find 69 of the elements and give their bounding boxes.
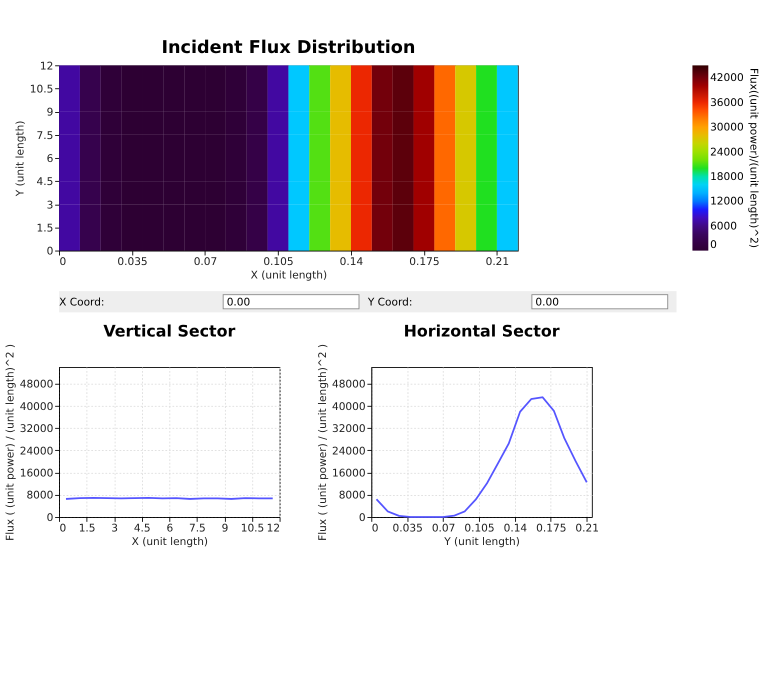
y-axis-title: Flux ( (unit power) / (unit length)^2 ) [316,344,329,541]
color-bar-title: Flux((unit power)/(unit length)^2) [748,68,760,248]
y-tick-label: 48000 [332,378,366,391]
x-tick-label: 9 [222,522,228,535]
chart-title: Vertical Sector [103,321,236,340]
color-bar-label: 12000 [710,196,744,208]
y-tick-label: 6 [46,152,54,165]
color-bar-label: 24000 [710,146,744,158]
x-axis-title: X (unit length) [132,536,208,548]
x-tick-label: 0.14 [504,522,528,535]
y-tick-label: 24000 [20,445,54,458]
x-tick-label: 0.035 [392,522,423,535]
x-axis-title: Y (unit length) [443,536,520,548]
x-axis-title: X (unit length) [250,269,328,282]
color-bar-label: 6000 [710,220,738,232]
chart-title: Horizontal Sector [404,321,560,340]
color-bar-label: 36000 [710,96,744,109]
y-tick-label: 8000 [26,490,54,502]
x-tick-label: 0 [60,522,67,535]
x-tick-label: 1.5 [78,522,96,535]
y-tick-label: 0 [46,246,54,258]
y-tick-label: 4.5 [36,176,54,188]
x-tick-label: 0.21 [575,522,599,535]
chart-title: Incident Flux Distribution [161,38,416,58]
x-tick-label: 7.5 [188,522,206,535]
x-tick-label: 0.21 [486,256,510,268]
y-tick-label: 8000 [338,490,366,502]
x-tick-label: 0.07 [194,256,218,268]
y-tick-label: 40000 [332,400,366,413]
x-tick-label: 0.105 [464,522,495,535]
y-tick-label: 9 [46,106,54,119]
x-tick-label: 0.175 [409,256,440,268]
x-tick-label: 3 [111,522,118,535]
color-bar-label: 18000 [710,171,744,184]
text: 0.00 [535,296,560,308]
color-bar-label: 30000 [710,122,744,134]
x-tick-label: 12 [266,522,280,535]
x-tick-label: 10.5 [240,522,264,535]
y-tick-label: 24000 [332,445,366,458]
y-axis-title: Flux ( (unit power) / (unit length)^2 ) [4,344,17,541]
y-tick-label: 48000 [20,378,54,391]
y-tick-label: 32000 [332,423,366,436]
text: 0.00 [226,296,251,308]
y-tick-label: 32000 [20,423,54,436]
y-tick-label: 10.5 [30,83,54,96]
text: Y Coord: [366,296,412,308]
x-tick-label: 0.035 [117,256,148,268]
line-series [376,396,588,518]
y-tick-label: 12 [40,60,54,72]
text: X Coord: [59,296,104,308]
y-tick-label: 0 [358,512,366,524]
x-tick-label: 0 [372,522,379,535]
x-tick-label: 0 [60,256,67,268]
x-tick-label: 4.5 [134,522,151,535]
y-tick-label: 7.5 [36,130,54,142]
x-tick-label: 6 [166,522,174,535]
x-tick-label: 0.07 [432,522,456,535]
y-axis-title: Y (unit length) [14,120,27,198]
color-bar-label: 42000 [710,72,744,84]
x-tick-label: 0.14 [340,256,364,268]
color-bar-label: 0 [710,238,718,251]
y-tick-label: 40000 [20,400,54,413]
y-tick-label: 3 [46,199,54,212]
y-tick-label: 16000 [20,468,54,480]
y-tick-label: 0 [46,512,54,524]
x-tick-label: 0.175 [536,522,566,535]
x-tick-label: 0.105 [263,256,294,268]
y-tick-label: 1.5 [36,222,54,234]
y-tick-label: 16000 [332,468,366,480]
